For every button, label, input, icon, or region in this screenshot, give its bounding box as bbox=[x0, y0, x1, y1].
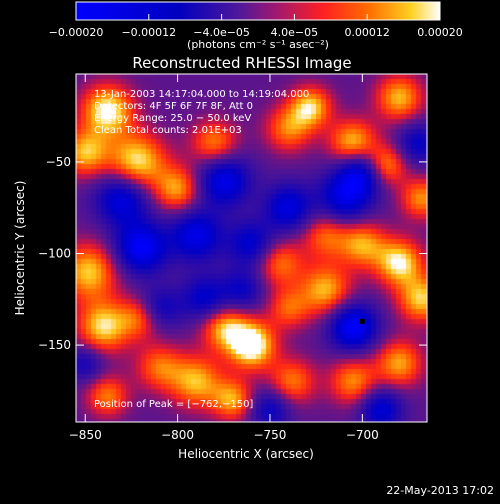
plot-frame bbox=[75, 73, 428, 423]
info-block: 13-Jan-2003 14:17:04.000 to 14:19:04.000… bbox=[94, 89, 309, 136]
x-axis-label: Heliocentric X (arcsec) bbox=[178, 447, 314, 461]
colorbar-tick-label: −4.0e−05 bbox=[193, 26, 250, 39]
colorbar-units-label: (photons cm⁻² s⁻¹ asec⁻²) bbox=[187, 38, 329, 51]
y-axis-label: Heliocentric Y (arcsec) bbox=[13, 181, 27, 316]
chart-title: Reconstructed RHESSI Image bbox=[132, 54, 351, 72]
colorbar-ticks: −0.00020 −0.00012 −4.0e−05 4.0e−05 0.00012 0.… bbox=[49, 14, 463, 39]
colorbar-tick-label: 0.00020 bbox=[417, 26, 463, 39]
timestamp: 22-May-2013 17:02 bbox=[386, 484, 494, 497]
colorbar-tick-label: −0.00012 bbox=[121, 26, 176, 39]
info-line-time: 13-Jan-2003 14:17:04.000 to 14:19:04.000 bbox=[94, 89, 309, 100]
colorbar-tick-label: 0.00012 bbox=[344, 26, 390, 39]
x-tick-label: −750 bbox=[253, 428, 286, 442]
colorbar-tick-label: −0.00020 bbox=[49, 26, 104, 39]
y-tick-label: −150 bbox=[38, 338, 71, 352]
heatmap-image bbox=[76, 74, 427, 422]
info-line-detectors: Detectors: 4F 5F 6F 7F 8F, Att 0 bbox=[94, 101, 253, 112]
x-tick-label: −850 bbox=[69, 428, 102, 442]
peak-marker bbox=[359, 318, 365, 324]
x-tick-label: −700 bbox=[346, 428, 379, 442]
colorbar-tick-label: 4.0e−05 bbox=[271, 26, 318, 39]
colorbar bbox=[75, 1, 441, 21]
y-tick-label: −100 bbox=[38, 246, 71, 260]
info-line-clean: Clean Total counts: 2.01E+03 bbox=[94, 125, 242, 136]
x-axis-ticks: −850 −800 −750 −700 bbox=[69, 74, 379, 442]
y-axis-ticks: −150 −100 −50 bbox=[38, 155, 427, 352]
peak-position-label: Position of Peak = [−762,−150] bbox=[94, 399, 253, 410]
y-tick-label: −50 bbox=[46, 155, 71, 169]
x-tick-label: −800 bbox=[161, 428, 194, 442]
info-line-energy: Energy Range: 25.0 − 50.0 keV bbox=[94, 113, 251, 124]
